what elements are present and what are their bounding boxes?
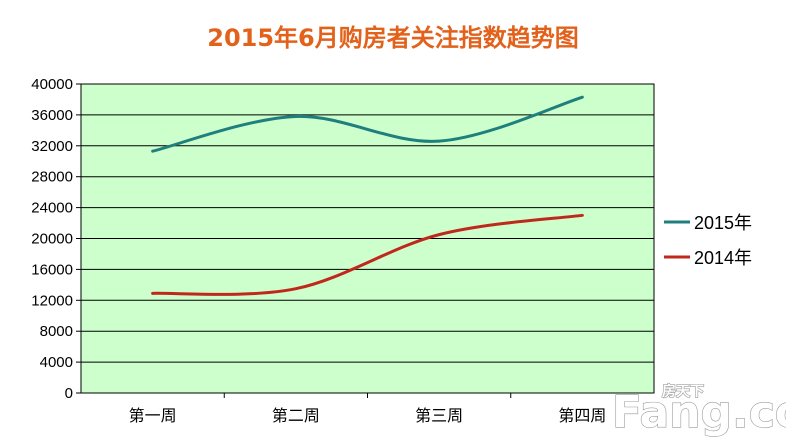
x-tick-label: 第三周 xyxy=(415,406,463,425)
y-tick-label: 8000 xyxy=(40,323,73,340)
x-axis-ticks: 第一周 第二周 第三周 第四周 xyxy=(129,393,606,425)
series-lines xyxy=(151,95,584,296)
y-tick-label: 28000 xyxy=(31,169,73,186)
x-tick-label: 第四周 xyxy=(558,406,606,425)
legend-label: 2015年 xyxy=(694,213,752,233)
y-tick-label: 0 xyxy=(65,385,73,402)
x-tick-label: 第一周 xyxy=(129,406,177,425)
y-tick-label: 4000 xyxy=(40,354,73,371)
watermark-top-text: 房天下 xyxy=(662,383,704,400)
y-tick-label: 16000 xyxy=(31,261,73,278)
gridlines xyxy=(76,83,654,394)
y-tick-label: 36000 xyxy=(31,107,73,124)
legend-label: 2014年 xyxy=(694,248,752,268)
y-tick-label: 20000 xyxy=(31,231,73,248)
series-line-0 xyxy=(151,95,584,153)
chart-title: 2015年6月购房者关注指数趋势图 xyxy=(207,24,579,52)
legend: 2015年 2014年 xyxy=(664,213,752,268)
watermark-brand: Fang.com xyxy=(612,387,786,438)
fang-logo-watermark: Fang.com 房天下 xyxy=(611,382,786,438)
y-axis-ticks: 0 4000 8000 12000 16000 20000 24000 28000 32000 3… xyxy=(31,76,73,402)
series-line-1 xyxy=(151,213,584,296)
y-tick-label: 40000 xyxy=(31,76,73,93)
x-tick-label: 第二周 xyxy=(272,406,320,425)
y-tick-label: 24000 xyxy=(31,200,73,217)
y-tick-label: 32000 xyxy=(31,138,73,155)
y-tick-label: 12000 xyxy=(31,292,73,309)
